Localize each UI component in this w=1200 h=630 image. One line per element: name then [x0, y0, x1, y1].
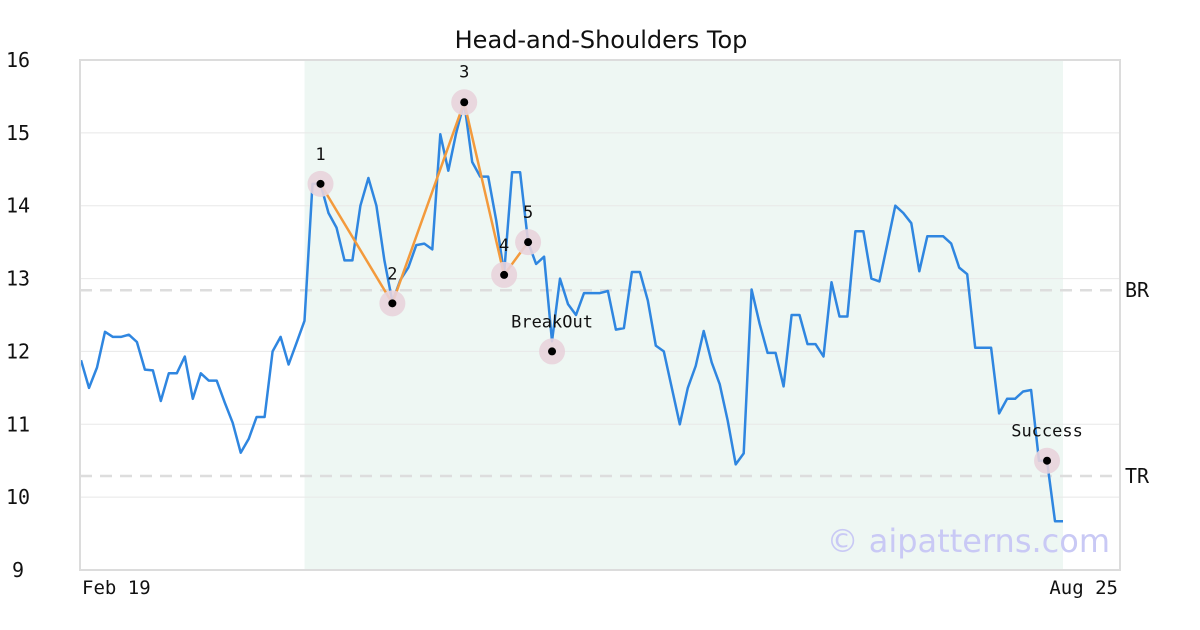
- y-tick-label: 15: [6, 121, 30, 145]
- pattern-point-5-point: [524, 238, 533, 247]
- y-tick-label: 13: [6, 267, 30, 291]
- price-series-line: [79, 101, 1063, 523]
- pattern-point-5-label: 5: [523, 203, 533, 223]
- x-tick-start: Feb 19: [82, 577, 151, 599]
- annotation-breakout-label: BreakOut: [511, 312, 593, 332]
- x-tick-end: Aug 25: [1049, 577, 1118, 599]
- level-label-tr: TR: [1125, 464, 1150, 488]
- axis-layer: 9 10 11 12 13 14 15 16: [6, 48, 30, 582]
- price-line-layer: [79, 101, 1063, 523]
- pattern-point-2-label: 2: [387, 264, 397, 284]
- level-label-br: BR: [1125, 278, 1150, 302]
- y-tick-label: 11: [6, 412, 30, 436]
- y-tick-label: 9: [12, 558, 24, 582]
- level-lines-layer: BR TR: [80, 278, 1150, 488]
- pattern-point-1-point: [316, 179, 325, 188]
- pattern-point-4-point: [500, 270, 509, 279]
- pattern-point-3-label: 3: [459, 62, 469, 82]
- pattern-point-4-label: 4: [499, 236, 509, 256]
- shaded-region-layer: [304, 60, 1064, 570]
- y-tick-label: 14: [6, 194, 30, 218]
- marker-layer: 1 2 3 45 BreakOut Success: [307, 62, 1083, 474]
- plot-frame: [79, 59, 1121, 571]
- pattern-point-2-point: [388, 299, 397, 308]
- annotation-success-label: Success: [1011, 422, 1083, 442]
- chart-title: Head-and-Shoulders Top: [455, 26, 748, 54]
- pattern-point-1-label: 1: [315, 145, 325, 165]
- pattern-shade: [304, 60, 1064, 570]
- y-tick-label: 12: [6, 339, 30, 363]
- watermark: © aipatterns.com: [827, 522, 1110, 560]
- annotation-success-point: [1043, 456, 1052, 465]
- pattern-point-3-point: [460, 98, 469, 107]
- y-tick-label: 16: [6, 48, 30, 72]
- y-tick-label: 10: [6, 485, 30, 509]
- annotation-breakout-point: [548, 347, 557, 356]
